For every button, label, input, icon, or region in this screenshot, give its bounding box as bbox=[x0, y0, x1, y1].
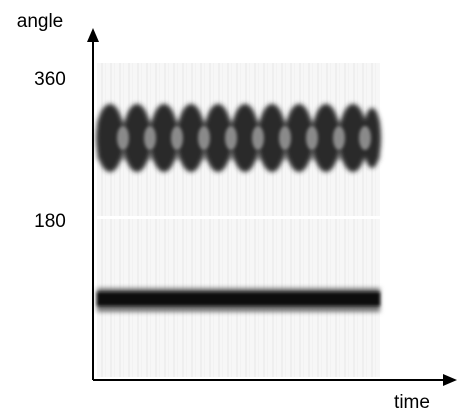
y-tick-label: 360 bbox=[34, 69, 66, 90]
y-axis-label: angle bbox=[17, 11, 64, 32]
heatmap-image bbox=[96, 63, 381, 377]
y-axis-arrow bbox=[87, 28, 99, 42]
x-axis-label: time bbox=[394, 392, 430, 413]
y-tick-label: 180 bbox=[34, 211, 66, 232]
x-axis-arrow bbox=[443, 374, 457, 386]
